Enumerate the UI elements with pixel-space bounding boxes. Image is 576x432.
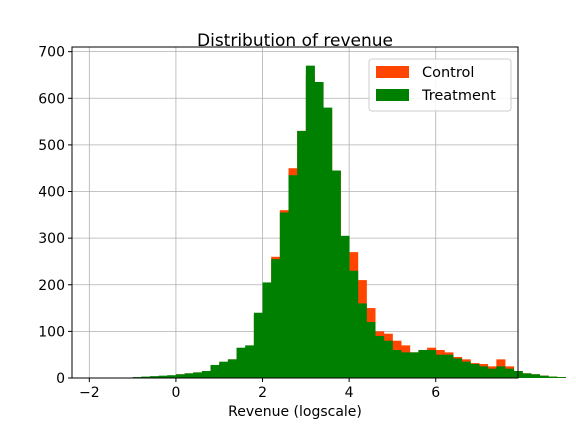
bar-treatment <box>193 372 203 378</box>
bar-treatment <box>487 368 497 378</box>
y-axis-ticks: 0 100 200 300 400 500 600 700 <box>38 45 72 387</box>
chart-title: Distribution of revenue <box>197 31 393 51</box>
bar-treatment <box>357 303 367 378</box>
x-axis-ticks: −2 0 2 4 6 <box>79 378 440 401</box>
x-tick-label: −2 <box>79 385 100 401</box>
y-tick-label: 400 <box>38 185 65 201</box>
bar-treatment <box>530 374 541 378</box>
bar-treatment <box>149 376 160 378</box>
bar-treatment <box>288 175 298 378</box>
x-tick-label: 0 <box>171 385 180 401</box>
bar-treatment <box>175 374 185 378</box>
bar-treatment <box>279 212 289 378</box>
bar-treatment <box>210 364 220 378</box>
bar-treatment <box>323 107 333 378</box>
x-tick-label: 6 <box>431 385 440 401</box>
bar-treatment <box>427 350 437 378</box>
bar-treatment <box>245 345 255 378</box>
bar-treatment <box>548 376 558 378</box>
series-treatment-bars <box>123 65 567 379</box>
plot-frame <box>71 46 519 379</box>
bar-treatment <box>227 359 237 378</box>
bar-treatment <box>418 350 428 378</box>
bar-treatment <box>236 347 246 378</box>
bar-treatment <box>158 375 168 378</box>
bar-treatment <box>253 312 263 378</box>
legend-swatch-control <box>376 66 409 78</box>
bar-treatment <box>470 364 480 378</box>
bar-treatment <box>201 371 211 378</box>
x-tick-label: 2 <box>258 385 267 401</box>
y-tick-label: 300 <box>38 231 65 247</box>
bar-treatment <box>340 235 350 378</box>
bar-treatment <box>392 350 402 378</box>
bar-treatment <box>297 130 307 378</box>
bar-treatment <box>271 259 281 378</box>
y-tick-label: 700 <box>38 45 65 61</box>
y-tick-label: 200 <box>38 278 65 294</box>
x-tick-label: 4 <box>345 385 354 401</box>
bar-treatment <box>409 352 419 378</box>
bar-treatment <box>375 336 385 378</box>
legend: Control Treatment <box>368 58 512 112</box>
bar-treatment <box>496 366 506 378</box>
bar-treatment <box>331 170 341 378</box>
bar-treatment <box>314 81 324 379</box>
legend-label-control: Control <box>422 65 474 81</box>
bar-treatment <box>479 366 489 378</box>
bar-treatment <box>401 352 411 378</box>
y-tick-label: 100 <box>38 324 65 340</box>
legend-label-treatment: Treatment <box>421 88 496 104</box>
bar-treatment <box>435 354 445 378</box>
y-tick-label: 600 <box>38 91 65 107</box>
bar-treatment <box>383 340 393 378</box>
bar-treatment <box>453 358 463 378</box>
bar-treatment <box>522 373 532 378</box>
bar-treatment <box>167 375 177 378</box>
bar-treatment <box>349 270 359 378</box>
y-tick-label: 0 <box>56 371 65 387</box>
bar-treatment <box>556 377 567 378</box>
bar-treatment <box>219 361 229 378</box>
bar-treatment <box>444 354 454 378</box>
bar-treatment <box>305 65 315 378</box>
bar-treatment <box>366 322 376 378</box>
bar-treatment <box>184 373 194 378</box>
legend-swatch-treatment <box>376 89 409 101</box>
bar-treatment <box>262 282 272 378</box>
x-axis-label: Revenue (logscale) <box>228 404 362 420</box>
y-tick-label: 500 <box>38 138 65 154</box>
bar-treatment <box>461 361 471 378</box>
bar-treatment <box>505 368 515 378</box>
bar-treatment <box>141 376 151 378</box>
bar-treatment <box>539 375 549 378</box>
